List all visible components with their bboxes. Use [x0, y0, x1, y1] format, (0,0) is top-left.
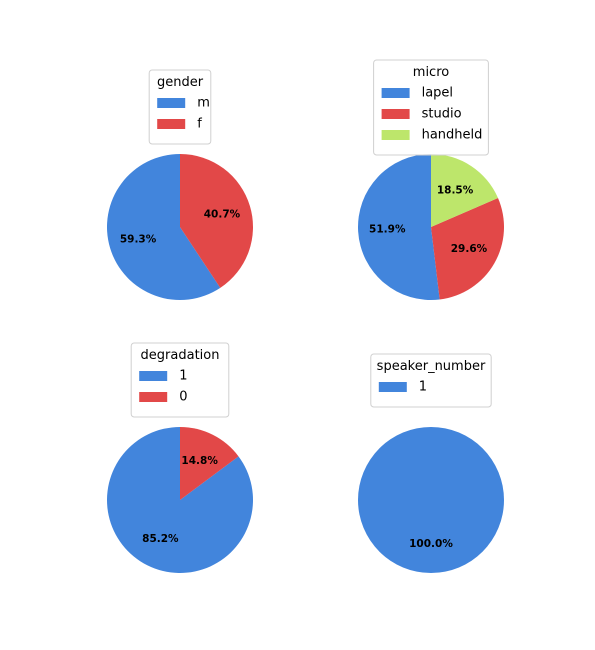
legend-swatch-0	[139, 392, 167, 402]
legend-swatch-lapel	[382, 88, 410, 98]
legend-swatch-m	[157, 98, 185, 108]
legend-micro: micro lapel studio handheld	[374, 60, 489, 155]
pie-pct-label: 29.6%	[451, 243, 488, 255]
legend-title: gender	[157, 75, 204, 90]
legend-degradation: degradation 1 0	[131, 343, 229, 417]
legend-title: degradation	[141, 348, 220, 363]
legend-swatch-1	[379, 382, 407, 392]
legend-title: micro	[413, 65, 449, 80]
legend-label-1: 1	[179, 369, 187, 384]
pie-pct-label: 18.5%	[437, 184, 474, 196]
legend-label-m: m	[197, 96, 210, 111]
pie-chart-degradation: 85.2% 14.8% degradation 1 0	[107, 343, 253, 573]
legend-swatch-studio	[382, 109, 410, 119]
pie-chart-speaker-number: 100.0% speaker_number 1	[358, 354, 504, 573]
legend-swatch-1	[139, 371, 167, 381]
pie-pct-label: 51.9%	[369, 224, 406, 236]
legend-label-studio: studio	[422, 107, 462, 122]
pie-pct-label: 14.8%	[181, 455, 218, 467]
pie-chart-gender: 59.3% 40.7% gender mf	[107, 70, 253, 300]
legend-speaker-number: speaker_number 1	[371, 354, 491, 407]
legend-swatch-f	[157, 119, 185, 129]
legend-label-0: 0	[179, 390, 187, 405]
pie-pct-label: 85.2%	[142, 533, 179, 545]
pie-chart-micro: 51.9% 29.6% 18.5% micro lapel studio handheld	[358, 60, 504, 300]
pie-slice-speaker-number-1	[358, 427, 504, 573]
legend-gender: gender mf	[149, 70, 211, 144]
legend-label-lapel: lapel	[422, 86, 453, 101]
legend-label-handheld: handheld	[422, 128, 483, 143]
legend-label-1: 1	[419, 380, 427, 395]
legend-swatch-handheld	[382, 130, 410, 140]
pie-pct-label: 59.3%	[120, 234, 157, 246]
pie-pct-label: 40.7%	[204, 208, 241, 220]
pie-pct-label: 100.0%	[409, 538, 453, 550]
legend-label-f: f	[197, 117, 202, 132]
legend-title: speaker_number	[377, 359, 486, 374]
